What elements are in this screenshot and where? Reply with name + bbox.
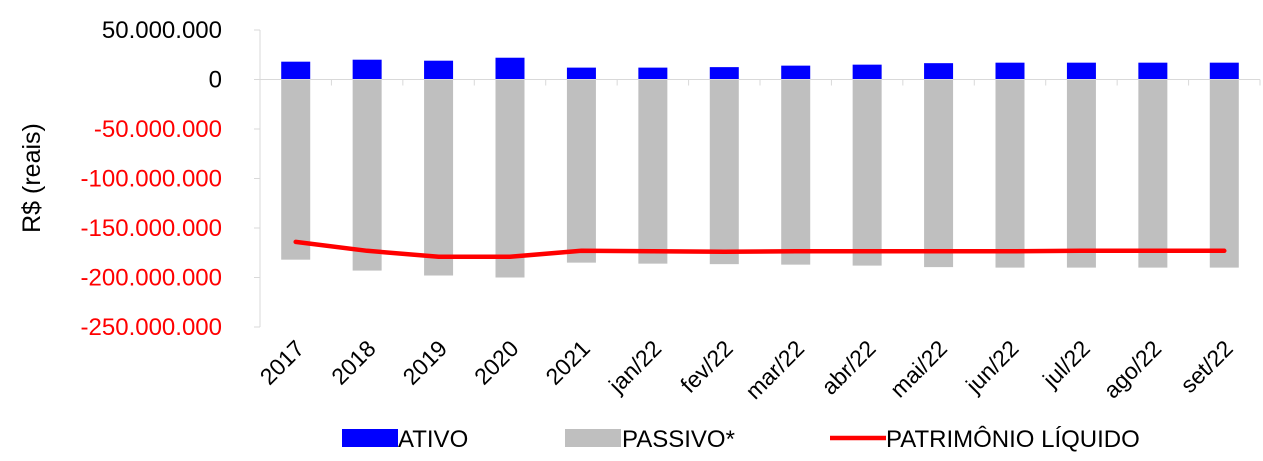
passivo-bar [1209,79,1239,268]
passivo-bar [995,79,1025,268]
y-tick-labels: 50.000.000 0 -50.000.000 -100.000.000 -150.0… [81,17,222,341]
ativo-bar [1138,62,1168,80]
x-tick-label: 2018 [326,335,381,390]
y-tick-label: -250.000.000 [81,314,222,341]
ativo-bars [281,57,1239,80]
passivo-bar [1066,79,1096,268]
x-tick-label: 2017 [255,335,310,390]
ativo-bar [566,67,596,80]
y-axis-label: R$ (reais) [18,123,46,233]
x-tick-label: 2020 [469,335,524,390]
x-tick-label: jun/22 [960,335,1023,398]
passivo-bar [924,79,954,268]
x-tick-label: ago/22 [1098,335,1166,403]
x-tick-label: abr/22 [816,335,881,400]
ativo-bar [424,60,454,80]
passivo-bar [566,79,596,263]
passivo-bar [709,79,739,265]
x-tick-labels: 2017 2018 2019 2020 2021 jan/22 fev/22 mar/22 ab… [255,335,1238,404]
x-tick-label: 2021 [540,335,595,390]
ativo-bar [1209,62,1239,80]
y-tick-label: -100.000.000 [81,166,222,193]
x-tick-label: mai/22 [885,335,952,402]
passivo-bar [638,79,668,264]
ativo-bar [638,67,668,80]
ativo-bar [924,63,954,80]
x-tick-label: set/22 [1175,335,1238,398]
passivo-bar [852,79,882,266]
y-tick-label: -150.000.000 [81,215,222,242]
legend: ATIVO PASSIVO* PATRIMÔNIO LÍQUIDO [342,425,1140,453]
legend-label-patrimonio-liquido: PATRIMÔNIO LÍQUIDO [886,425,1140,453]
x-tick-label: jan/22 [603,335,666,398]
y-tick-label: 0 [209,67,222,94]
ativo-bar [352,59,382,80]
passivo-bar [352,79,382,271]
passivo-bar [1138,79,1168,268]
patrimonio-liquido-line-layer [293,239,1227,259]
legend-label-ativo: ATIVO [398,426,468,453]
passivo-bar [281,79,311,260]
x-tick-label: 2019 [398,335,453,390]
legend-swatch-passivo [565,429,621,447]
axes [254,29,1261,328]
passivo-bars [281,79,1239,278]
legend-swatch-ativo [342,429,398,447]
passivo-bar [495,79,525,278]
patrimonio-liquido-line [293,239,1227,259]
x-tick-label: mar/22 [740,335,809,404]
x-tick-label: fev/22 [675,335,738,398]
ativo-bar [281,61,311,80]
ativo-bar [1066,62,1096,80]
passivo-bar [781,79,811,265]
x-tick-label: jul/22 [1037,335,1095,393]
y-tick-label: 50.000.000 [102,17,222,44]
ativo-bar [852,64,882,80]
ativo-bar [995,62,1025,80]
ativo-bar [495,57,525,80]
y-tick-label: -200.000.000 [81,265,222,292]
legend-label-passivo: PASSIVO* [622,426,735,453]
ativo-bar [709,67,739,80]
passivo-bar [424,79,454,276]
ativo-bar [781,65,811,80]
y-tick-label: -50.000.000 [94,116,222,143]
